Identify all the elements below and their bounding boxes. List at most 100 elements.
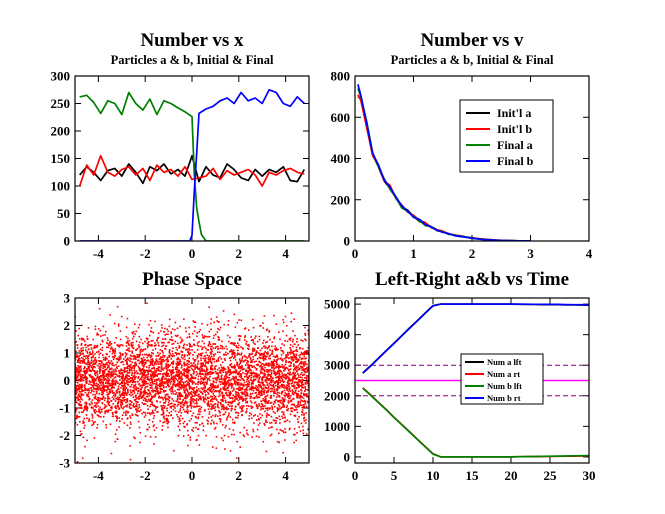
scatter-point [227,389,230,392]
scatter-point [163,397,166,399]
scatter-point [150,377,153,379]
scatter-point [182,381,185,384]
scatter-point [186,406,188,409]
scatter-point [267,335,269,338]
scatter-point [289,353,292,355]
scatter-point [236,354,238,356]
scatter-point [291,357,294,360]
scatter-point [246,432,248,435]
scatter-point [119,330,122,332]
scatter-point [97,387,99,389]
scatter-point [303,373,306,376]
scatter-point [278,364,280,367]
scatter-point [240,410,242,413]
scatter-point [300,351,303,354]
scatter-point [214,370,217,373]
scatter-point [136,405,138,408]
scatter-point [101,370,104,372]
scatter-point [167,415,170,417]
scatter-point [262,363,264,365]
scatter-point [98,381,101,384]
scatter-point [112,358,115,360]
scatter-point [91,415,94,417]
scatter-point [257,347,259,349]
scatter-point [206,349,209,351]
scatter-point [102,358,105,361]
scatter-point [134,399,136,401]
scatter-point [169,381,171,383]
scatter-point [214,415,217,418]
scatter-point [89,352,92,355]
scatter-point [277,376,279,379]
chart-subtitle: Particles a & b, Initial & Final [391,53,554,67]
scatter-point [151,421,154,423]
scatter-point [290,351,292,354]
scatter-point [277,380,279,383]
scatter-point [84,372,86,374]
scatter-point [129,380,132,383]
scatter-point [96,385,99,388]
scatter-point [251,406,254,408]
scatter-point [273,370,276,373]
scatter-point [117,344,119,346]
scatter-point [246,344,249,347]
scatter-point [212,446,214,448]
scatter-point [219,418,222,420]
scatter-point [143,374,145,377]
scatter-point [178,364,180,366]
scatter-point [138,335,141,338]
scatter-point [254,367,256,369]
scatter-point [166,418,169,421]
scatter-point [138,356,141,358]
scatter-point [144,358,146,361]
scatter-point [174,321,177,324]
scatter-point [191,387,194,390]
scatter-point [87,393,89,396]
x-tick-label: 2 [236,468,243,483]
scatter-point [167,330,169,333]
scatter-point [163,360,166,362]
scatter-point [299,397,301,399]
scatter-point [284,439,286,441]
scatter-point [265,379,268,381]
scatter-point [232,397,234,400]
scatter-point [278,415,281,418]
scatter-point [183,355,186,358]
scatter-point [194,368,196,370]
scatter-point [281,385,284,388]
scatter-point [290,348,292,351]
scatter-point [281,411,283,413]
scatter-point [183,364,186,367]
scatter-point [208,341,211,343]
scatter-point [216,403,219,405]
scatter-point [232,375,234,378]
scatter-point [127,347,130,350]
scatter-point [78,393,80,395]
scatter-point [258,384,260,386]
scatter-point [293,381,296,384]
scatter-point [236,379,239,382]
scatter-point [193,330,196,332]
scatter-point [257,379,260,382]
scatter-point [194,321,197,323]
scatter-point [150,355,153,358]
scatter-point [233,376,236,379]
scatter-point [137,353,140,356]
scatter-point [102,354,104,356]
scatter-point [130,391,133,394]
scatter-point [233,343,235,345]
scatter-point [206,419,209,422]
scatter-point [82,411,84,413]
scatter-point [120,387,122,389]
scatter-point [91,353,93,355]
scatter-point [124,367,126,369]
scatter-point [300,362,303,365]
scatter-point [168,388,171,391]
scatter-point [261,368,264,371]
scatter-point [90,348,93,350]
scatter-point [149,400,152,403]
scatter-point [216,368,219,371]
scatter-point [175,346,177,349]
scatter-point [280,370,283,373]
scatter-point [91,380,94,383]
